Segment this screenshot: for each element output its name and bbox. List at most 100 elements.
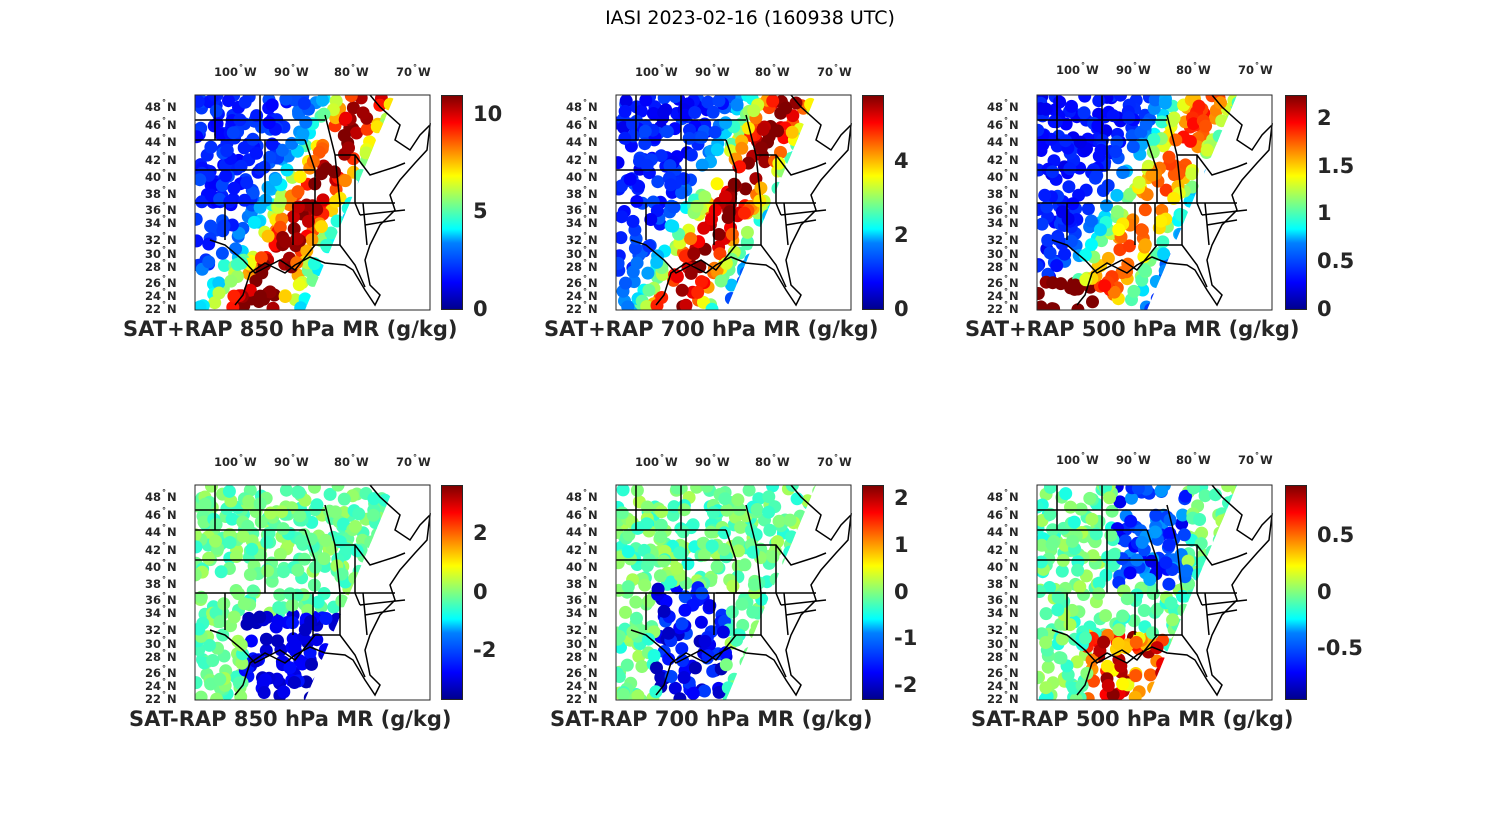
data-point xyxy=(811,625,816,639)
data-point xyxy=(664,575,678,589)
data-point xyxy=(1255,554,1268,567)
data-point xyxy=(1162,577,1176,591)
state-border xyxy=(209,209,406,288)
data-point xyxy=(796,520,810,534)
latitude-label: 34°N xyxy=(145,214,177,230)
data-point xyxy=(330,214,344,228)
latitude-label: 22°N xyxy=(145,690,177,706)
data-point xyxy=(826,680,839,693)
latitude-label: 48°N xyxy=(987,488,1019,504)
data-point xyxy=(1215,114,1229,128)
data-point xyxy=(803,579,816,593)
data-point xyxy=(292,485,306,499)
colorbar-tick-label: -2 xyxy=(894,672,918,697)
longitude-label: 90°W xyxy=(274,453,309,469)
data-point xyxy=(328,165,341,179)
data-point xyxy=(290,232,304,246)
map-plot xyxy=(615,94,853,311)
observation-swath xyxy=(195,485,435,700)
data-point xyxy=(362,188,376,202)
latitude-label: 42°N xyxy=(145,541,177,557)
data-point xyxy=(780,209,794,223)
latitude-label: 38°N xyxy=(987,185,1019,201)
data-point xyxy=(743,265,757,278)
colorbar-tick-label: 1 xyxy=(894,532,909,557)
data-point xyxy=(265,98,279,112)
data-point xyxy=(771,181,785,195)
data-point xyxy=(417,106,430,119)
latitude-label: 36°N xyxy=(987,591,1019,607)
data-point xyxy=(279,95,293,106)
data-point xyxy=(621,300,635,310)
data-point xyxy=(334,667,348,681)
data-point xyxy=(817,223,830,236)
data-point xyxy=(746,605,760,619)
data-point xyxy=(1138,238,1152,252)
data-point xyxy=(1041,233,1055,247)
longitude-label: 80°W xyxy=(334,63,369,79)
data-point xyxy=(414,192,427,205)
data-point xyxy=(691,285,705,299)
data-point xyxy=(1050,259,1064,273)
state-border xyxy=(295,202,396,246)
data-point xyxy=(758,662,772,676)
latitude-label: 34°N xyxy=(566,604,598,620)
data-point xyxy=(650,255,664,269)
data-point xyxy=(1101,679,1115,692)
data-point xyxy=(1101,251,1115,265)
data-point xyxy=(422,675,435,688)
data-point xyxy=(1248,571,1261,584)
data-point xyxy=(1253,664,1266,677)
data-point xyxy=(1199,119,1213,133)
data-point xyxy=(360,122,374,136)
data-point xyxy=(782,186,796,200)
data-point xyxy=(796,204,810,218)
data-point xyxy=(384,663,395,677)
data-point xyxy=(758,155,772,169)
data-point xyxy=(381,140,395,154)
data-point xyxy=(1221,485,1235,493)
data-point xyxy=(417,150,430,163)
data-point xyxy=(1037,585,1046,598)
data-point xyxy=(1051,603,1065,617)
data-point xyxy=(222,95,235,108)
data-point xyxy=(323,684,337,698)
data-point xyxy=(1037,300,1048,310)
data-point xyxy=(762,505,776,519)
data-point xyxy=(1254,627,1267,640)
data-point xyxy=(718,492,732,506)
latitude-label: 26°N xyxy=(566,274,598,290)
data-point xyxy=(1242,169,1255,182)
data-point xyxy=(1260,107,1273,120)
data-point xyxy=(299,115,313,129)
data-point xyxy=(1138,203,1152,217)
data-point xyxy=(684,232,698,246)
data-point xyxy=(777,221,791,235)
data-point xyxy=(1184,231,1198,245)
data-point xyxy=(820,604,833,617)
data-point xyxy=(668,681,682,695)
data-point xyxy=(833,655,846,668)
data-point xyxy=(742,485,756,497)
data-point xyxy=(809,618,816,632)
data-point xyxy=(401,120,414,133)
data-point xyxy=(1086,295,1099,309)
data-point xyxy=(350,544,364,558)
data-point xyxy=(1137,263,1151,277)
data-point xyxy=(1263,150,1276,163)
data-point xyxy=(1192,99,1206,113)
data-point xyxy=(1121,592,1135,605)
data-point xyxy=(1064,500,1077,514)
data-point xyxy=(354,95,368,105)
data-point xyxy=(1084,238,1098,252)
data-point xyxy=(830,275,843,288)
data-point xyxy=(1046,276,1060,290)
data-point xyxy=(777,181,791,195)
data-point xyxy=(1240,579,1253,592)
data-point xyxy=(306,273,320,287)
data-point xyxy=(373,649,387,663)
state-border xyxy=(259,485,316,635)
data-point xyxy=(791,669,805,683)
data-point xyxy=(397,99,410,112)
latitude-label: 24°N xyxy=(566,287,598,303)
